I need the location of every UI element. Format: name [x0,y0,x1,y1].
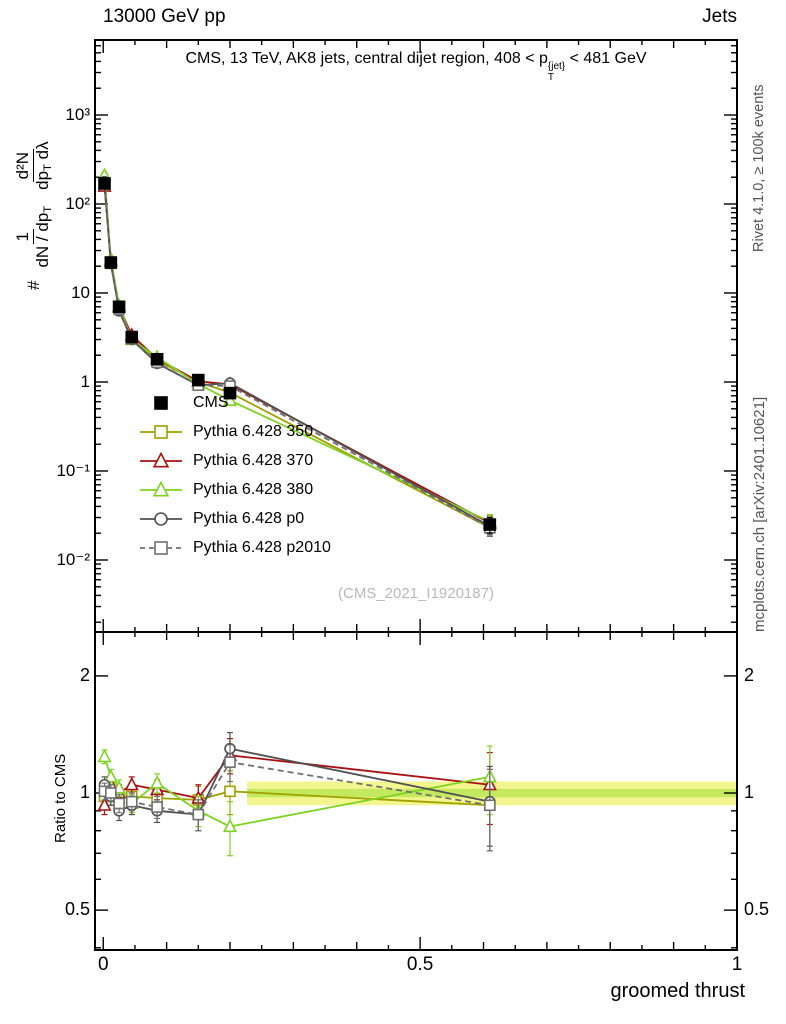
legend-marker-open-circle-icon [140,511,182,526]
y-tick-label-main: 10 [71,283,90,302]
process-label: Jets [702,6,737,27]
legend-item-pythia-370: Pythia 6.428 370 [138,446,331,475]
ylabel-frac2-num: d²N [13,148,34,183]
rivet-version-note: Rivet 4.1.0, ≥ 100k events [751,84,767,252]
x-tick-label: 0 [97,954,109,975]
ylabel-frac2-den: dpT dλ [32,141,54,190]
y-tick-label-main: 10⁻¹ [56,461,90,480]
title-sub: T [547,71,555,83]
mcplots-reference-note: mcplots.cern.ch [arXiv:2401.10621] [751,396,768,632]
legend-label: Pythia 6.428 370 [193,451,314,469]
legend-item-pythia-p0: Pythia 6.428 p0 [138,504,331,533]
y-tick-label-ratio-left: 2 [79,664,90,685]
ylabel-frac1-num: 1 [13,228,34,245]
legend-item-pythia-350: Pythia 6.428 350 [138,417,331,446]
legend-label: Pythia 6.428 380 [193,480,314,498]
y-tick-label-main: 10² [65,194,90,213]
title-post: < 481 GeV [565,50,647,67]
x-tick-label: 1 [731,954,743,975]
legend-label: CMS [193,393,229,411]
title-sup: {jet} [547,61,566,72]
ylabel-frac2: d²N dpT dλ [13,138,54,192]
legend: CMS Pythia 6.428 350 Pythia 6.428 370 Py… [138,388,331,562]
title-p: p [539,50,548,67]
legend-marker-dashed-square-icon [140,540,182,555]
y-tick-label-ratio-right: 0.5 [744,899,770,920]
legend-marker-open-square-icon [140,424,182,439]
y-tick-label-ratio-right: 1 [744,782,755,802]
legend-item-cms: CMS [138,388,331,417]
main-y-axis-title: # 1 dN / dpT d²N dpT dλ [13,138,54,290]
y-tick-label-ratio-left: 0.5 [64,899,90,920]
legend-label: Pythia 6.428 p2010 [193,538,331,556]
y-tick-label-ratio-left: 1 [79,782,90,802]
x-tick-label: 0.5 [406,954,434,975]
legend-marker-cms-icon [154,395,168,410]
beam-energy-label: 13000 GeV pp [103,6,226,27]
y-tick-label-main: 10³ [65,105,90,124]
y-tick-label-ratio-right: 2 [744,664,755,685]
legend-item-pythia-380: Pythia 6.428 380 [138,475,331,504]
legend-label: Pythia 6.428 350 [193,422,314,440]
y-tick-label-main: 10⁻² [56,550,90,569]
analysis-id-watermark: (CMS_2021_I1920187) [338,585,494,602]
title-pre: CMS, 13 TeV, AK8 jets, central dijet reg… [185,50,539,67]
plot-title: CMS, 13 TeV, AK8 jets, central dijet reg… [95,50,737,83]
y-tick-label-main: 1 [80,372,90,391]
legend-item-pythia-p2010: Pythia 6.428 p2010 [138,533,331,562]
x-axis-title: groomed thrust [610,980,745,1002]
legend-label: Pythia 6.428 p0 [193,509,305,527]
legend-marker-open-triangle-icon [140,451,182,467]
legend-marker-open-triangle-green-icon [140,480,182,496]
title-pt-jet: {jet} T [547,61,566,83]
